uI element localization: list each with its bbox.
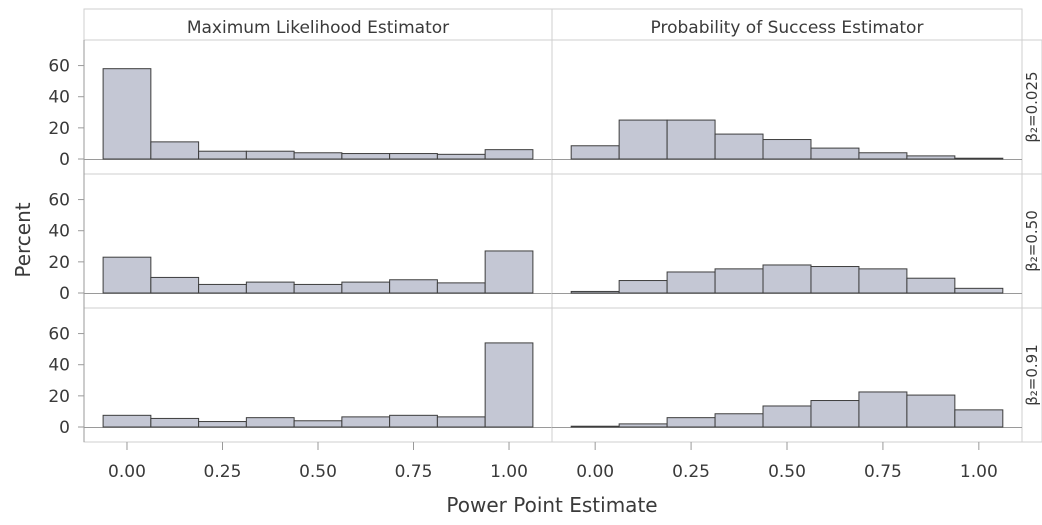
- histogram-bar: [245, 417, 295, 428]
- y-tick-label: 0: [59, 284, 70, 304]
- y-tick-label: 60: [48, 325, 70, 345]
- histogram-bar: [954, 409, 1004, 428]
- y-tick-label: 40: [48, 356, 70, 376]
- histogram-bar: [245, 281, 295, 294]
- histogram-bar: [858, 391, 908, 428]
- histogram-bar: [714, 413, 764, 428]
- x-tick-label: 0.75: [864, 462, 902, 482]
- histogram-bar: [436, 282, 486, 294]
- histogram-bar: [245, 150, 295, 160]
- histogram-bar: [666, 271, 716, 294]
- histogram-bar: [810, 400, 860, 428]
- y-tick-label: 40: [48, 222, 70, 242]
- histogram-bar: [954, 287, 1004, 294]
- histogram-bar: [858, 152, 908, 160]
- histogram-bar: [954, 157, 1004, 160]
- y-tick-label: 0: [59, 418, 70, 438]
- histogram-bar: [293, 152, 343, 160]
- histogram-bar: [762, 405, 812, 428]
- histogram-bar: [906, 277, 956, 294]
- y-tick-label: 40: [48, 88, 70, 108]
- column-header-strip: [83, 8, 553, 41]
- histogram-bar: [570, 290, 620, 294]
- histogram-bar: [762, 139, 812, 160]
- row-header-1: β₂=0.025: [1023, 71, 1041, 142]
- histogram-bar: [198, 283, 247, 294]
- histogram-bar: [570, 145, 620, 160]
- x-axis-title: Power Point Estimate: [446, 493, 657, 517]
- histogram-bar: [858, 268, 908, 294]
- x-tick-label: 0.50: [299, 462, 337, 482]
- histogram-bar: [436, 153, 486, 160]
- column-header-strip: [551, 8, 1023, 41]
- histogram-bar: [810, 266, 860, 294]
- histogram-bar: [102, 68, 152, 160]
- x-tick-label: 0.00: [576, 462, 614, 482]
- column-header-2: Probability of Success Estimator: [651, 18, 924, 38]
- y-tick-label: 0: [59, 150, 70, 170]
- histogram-bar: [198, 150, 247, 160]
- y-tick-label: 20: [48, 387, 70, 407]
- histogram-bar: [150, 276, 200, 294]
- histogram-bar: [762, 264, 812, 294]
- histogram-bar: [666, 119, 716, 160]
- y-tick-label: 20: [48, 119, 70, 139]
- x-tick-label: 0.00: [108, 462, 146, 482]
- row-header-2: β₂=0.50: [1023, 210, 1041, 272]
- histogram-bar: [714, 133, 764, 160]
- histogram-bar: [484, 250, 534, 294]
- histogram-bar: [389, 414, 438, 428]
- histogram-bar: [102, 414, 152, 428]
- x-tick-label: 0.50: [768, 462, 806, 482]
- histogram-bar: [666, 417, 716, 428]
- histogram-bar: [389, 153, 438, 160]
- y-axis-title: Percent: [11, 202, 35, 277]
- histogram-bar: [714, 268, 764, 294]
- histogram-bar: [341, 281, 391, 294]
- histogram-bar: [906, 394, 956, 428]
- y-tick-label: 20: [48, 253, 70, 273]
- histogram-bar: [810, 147, 860, 160]
- row-header-3: β₂=0.91: [1023, 344, 1041, 406]
- histogram-bar: [618, 423, 668, 428]
- histogram-bar: [293, 420, 343, 428]
- column-header-1: Maximum Likelihood Estimator: [187, 18, 449, 38]
- histogram-bar: [341, 416, 391, 428]
- x-tick-label: 1.00: [960, 462, 998, 482]
- y-tick-label: 60: [48, 57, 70, 77]
- histogram-bar: [618, 280, 668, 294]
- x-tick-label: 0.75: [395, 462, 433, 482]
- histogram-bar: [906, 155, 956, 160]
- x-tick-label: 1.00: [490, 462, 528, 482]
- histogram-bar: [570, 425, 620, 428]
- histogram-bar: [389, 279, 438, 294]
- histogram-bar: [198, 421, 247, 428]
- histogram-bar: [484, 342, 534, 428]
- histogram-bar: [436, 416, 486, 428]
- histogram-bar: [484, 149, 534, 160]
- y-tick-label: 60: [48, 191, 70, 211]
- histogram-bar: [150, 417, 200, 428]
- histogram-bar: [102, 256, 152, 294]
- x-tick-label: 0.25: [204, 462, 242, 482]
- histogram-bar: [618, 119, 668, 160]
- x-tick-label: 0.25: [672, 462, 710, 482]
- histogram-bar: [293, 283, 343, 294]
- histogram-bar: [150, 141, 200, 160]
- histogram-bar: [341, 153, 391, 160]
